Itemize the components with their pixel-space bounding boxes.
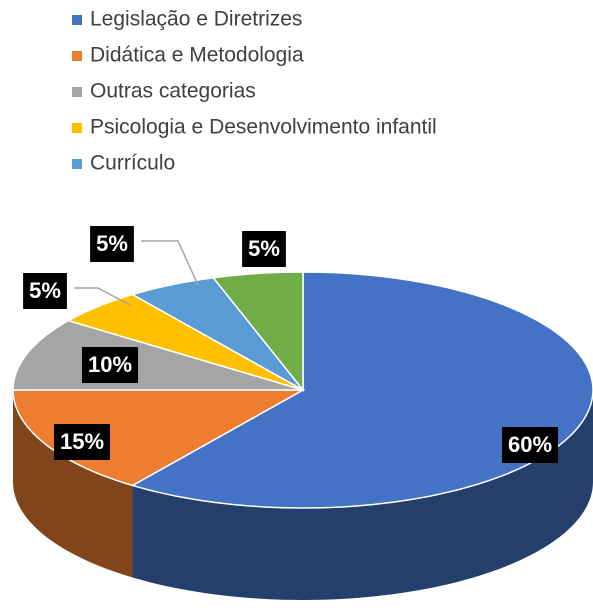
legend-swatch [72, 159, 82, 169]
data-label-box [53, 424, 111, 460]
legend-swatch [72, 15, 82, 25]
data-label: 60% [501, 427, 559, 463]
data-label-text: 5% [248, 236, 280, 261]
leader-line [74, 287, 131, 306]
data-label: 5% [90, 226, 134, 262]
legend-swatch [72, 123, 82, 133]
data-label-text: 10% [88, 352, 132, 377]
slice [66, 293, 304, 391]
data-label-box [81, 347, 139, 383]
leader-line [141, 240, 199, 286]
legend-label: Legislação e Diretrizes [90, 8, 302, 31]
data-label-text: 5% [96, 231, 128, 256]
data-label-text: 60% [508, 432, 552, 457]
data-label: 10% [81, 347, 139, 383]
data-label-box [501, 427, 559, 463]
legend-swatch [72, 51, 82, 61]
slice [130, 271, 593, 509]
legend-label: Currículo [90, 152, 175, 175]
data-label: 5% [23, 273, 67, 309]
slice [211, 271, 304, 393]
slice-side [13, 390, 133, 578]
data-label-box [90, 226, 134, 262]
data-label-box [242, 231, 286, 267]
slice-side [132, 390, 593, 600]
legend-swatch [72, 87, 82, 97]
data-label: 15% [53, 424, 111, 460]
slice [12, 389, 306, 487]
legend-label: Psicologia e Desenvolvimento infantil [90, 116, 437, 139]
data-label-text: 5% [29, 278, 61, 303]
legend-label: Didática e Metodologia [90, 44, 304, 67]
legend-label: Outras categorias [90, 80, 256, 103]
data-label-text: 15% [60, 429, 104, 454]
data-label: 5% [242, 231, 286, 267]
slice [130, 276, 304, 391]
data-label-box [23, 273, 67, 309]
